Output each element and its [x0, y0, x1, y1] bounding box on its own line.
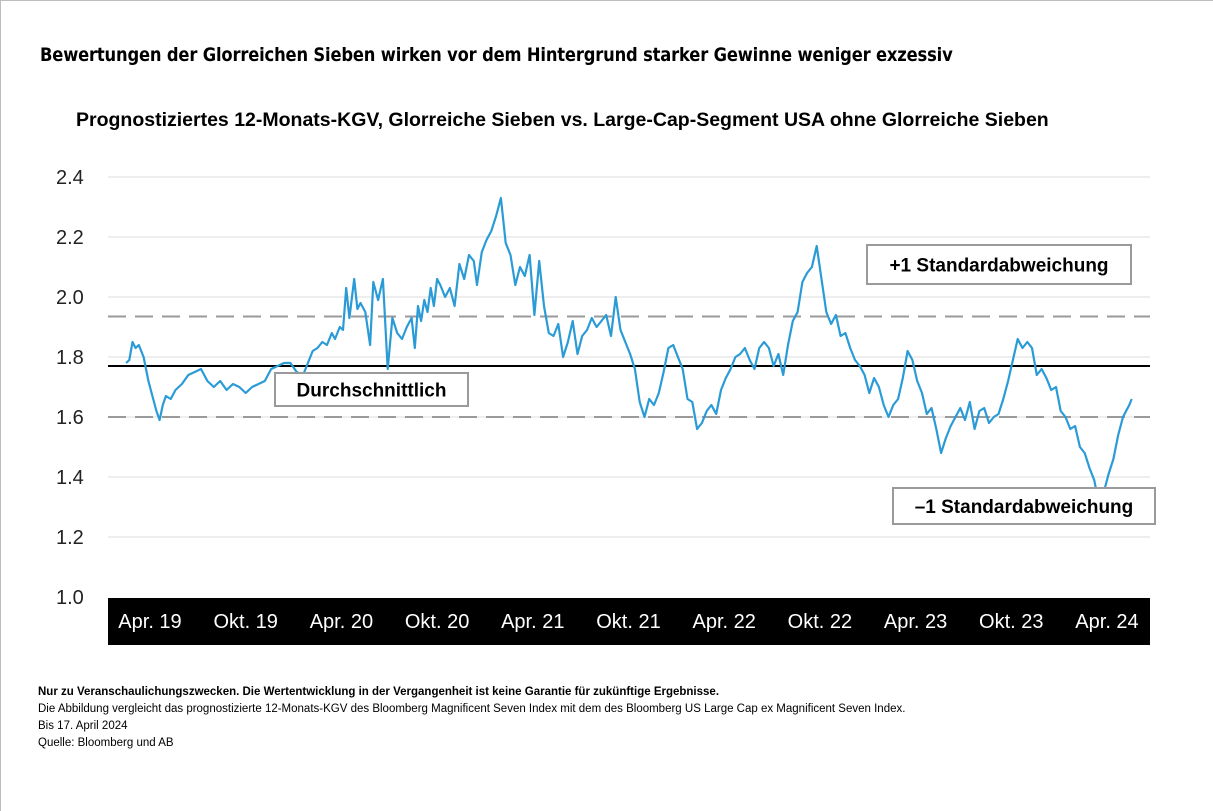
y-tick-label: 1.0 [56, 587, 84, 609]
x-tick-label: Apr. 24 [1075, 611, 1138, 633]
series-line [125, 196, 1133, 506]
annotation-box: Durchschnittlich [274, 372, 469, 407]
disclaimer-note: Nur zu Veranschaulichungszwecken. Die We… [38, 686, 720, 698]
y-tick-label: 1.2 [56, 527, 84, 549]
x-tick-label: Okt. 22 [788, 611, 852, 633]
annotation-border [892, 487, 1156, 525]
annotation-labels: Durchschnittlich +1 Standardabweichung –1 … [274, 244, 1156, 525]
y-tick-label: 2.2 [56, 227, 84, 249]
grid-lines [108, 176, 1150, 538]
x-tick-label: Apr. 20 [310, 611, 373, 633]
y-tick-label: 2.4 [56, 167, 84, 189]
chart-title: Prognostiziertes 12-Monats-KGV, Glorreic… [76, 109, 1049, 131]
annotation-box: –1 Standardabweichung [892, 487, 1156, 525]
series-group [125, 196, 1133, 506]
annotation-label: –1 Standardabweichung [915, 497, 1134, 518]
reference-lines [108, 315, 1150, 418]
y-tick-label: 2.0 [56, 287, 84, 309]
annotation-border [866, 244, 1132, 285]
x-axis-band [108, 598, 1150, 645]
y-axis-ticks: 1.0 1.2 1.4 1.6 1.8 2.0 2.2 2.4 [56, 167, 84, 609]
x-axis: Apr. 19 Okt. 19 Apr. 20 Okt. 20 Apr. 21 Okt. … [108, 598, 1150, 645]
description-note: Die Abbildung vergleicht das prognostizi… [38, 703, 906, 715]
x-tick-label: Okt. 23 [979, 611, 1043, 633]
x-tick-label: Apr. 23 [884, 611, 947, 633]
source-note: Quelle: Bloomberg und AB [38, 737, 174, 749]
x-tick-label: Okt. 19 [213, 611, 277, 633]
annotation-label: Durchschnittlich [297, 381, 447, 402]
y-tick-label: 1.4 [56, 467, 84, 489]
x-tick-label: Apr. 19 [118, 611, 181, 633]
x-tick-label: Okt. 20 [405, 611, 469, 633]
x-tick-label: Apr. 22 [693, 611, 756, 633]
annotation-border [274, 372, 469, 407]
y-tick-label: 1.8 [56, 347, 84, 369]
x-tick-label: Okt. 21 [596, 611, 660, 633]
footnotes: Nur zu Veranschaulichungszwecken. Die We… [38, 684, 905, 752]
annotation-label: +1 Standardabweichung [889, 256, 1108, 277]
headline: Bewertungen der Glorreichen Sieben wirke… [40, 44, 953, 66]
x-tick-label: Apr. 21 [501, 611, 564, 633]
as-of-note: Bis 17. April 2024 [38, 720, 128, 732]
y-tick-label: 1.6 [56, 407, 84, 429]
annotation-box: +1 Standardabweichung [866, 244, 1132, 285]
